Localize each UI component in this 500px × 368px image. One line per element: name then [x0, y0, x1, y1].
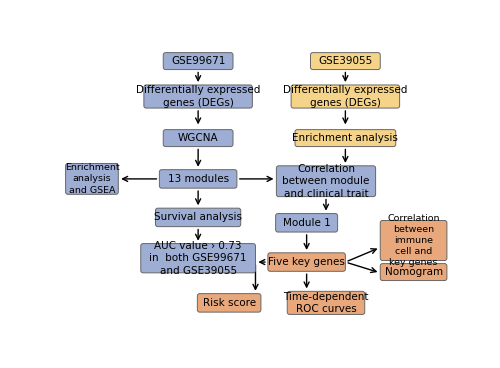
- Text: Differentially expressed
genes (DEGs): Differentially expressed genes (DEGs): [283, 85, 408, 108]
- FancyBboxPatch shape: [163, 130, 233, 146]
- FancyBboxPatch shape: [156, 208, 241, 227]
- Text: Enrichment
analysis
and GSEA: Enrichment analysis and GSEA: [64, 163, 120, 195]
- FancyBboxPatch shape: [66, 163, 118, 194]
- Text: Correlation
between module
and clinical trait: Correlation between module and clinical …: [282, 164, 370, 199]
- FancyBboxPatch shape: [141, 244, 256, 273]
- FancyBboxPatch shape: [276, 166, 376, 197]
- Text: Enrichment analysis: Enrichment analysis: [292, 133, 399, 143]
- FancyBboxPatch shape: [310, 53, 380, 70]
- Text: Risk score: Risk score: [202, 298, 256, 308]
- Text: GSE99671: GSE99671: [171, 56, 226, 66]
- FancyBboxPatch shape: [276, 213, 338, 232]
- Text: Five key genes: Five key genes: [268, 257, 345, 267]
- FancyBboxPatch shape: [268, 253, 345, 271]
- Text: Survival analysis: Survival analysis: [154, 212, 242, 222]
- Text: GSE39055: GSE39055: [318, 56, 372, 66]
- FancyBboxPatch shape: [291, 85, 400, 108]
- FancyBboxPatch shape: [144, 85, 252, 108]
- FancyBboxPatch shape: [380, 263, 447, 280]
- Text: Correlation
between
immune
cell and
key genes: Correlation between immune cell and key …: [388, 214, 440, 267]
- FancyBboxPatch shape: [287, 291, 365, 314]
- FancyBboxPatch shape: [295, 130, 396, 146]
- Text: WGCNA: WGCNA: [178, 133, 218, 143]
- Text: Nomogram: Nomogram: [384, 267, 442, 277]
- Text: Time-dependent
ROC curves: Time-dependent ROC curves: [283, 292, 369, 314]
- Text: 13 modules: 13 modules: [168, 174, 228, 184]
- Text: Differentially expressed
genes (DEGs): Differentially expressed genes (DEGs): [136, 85, 260, 108]
- FancyBboxPatch shape: [198, 294, 261, 312]
- Text: AUC value › 0.73
in  both GSE99671
and GSE39055: AUC value › 0.73 in both GSE99671 and GS…: [150, 241, 247, 276]
- Text: Module 1: Module 1: [283, 218, 331, 228]
- FancyBboxPatch shape: [380, 220, 447, 261]
- FancyBboxPatch shape: [160, 170, 237, 188]
- FancyBboxPatch shape: [163, 53, 233, 70]
